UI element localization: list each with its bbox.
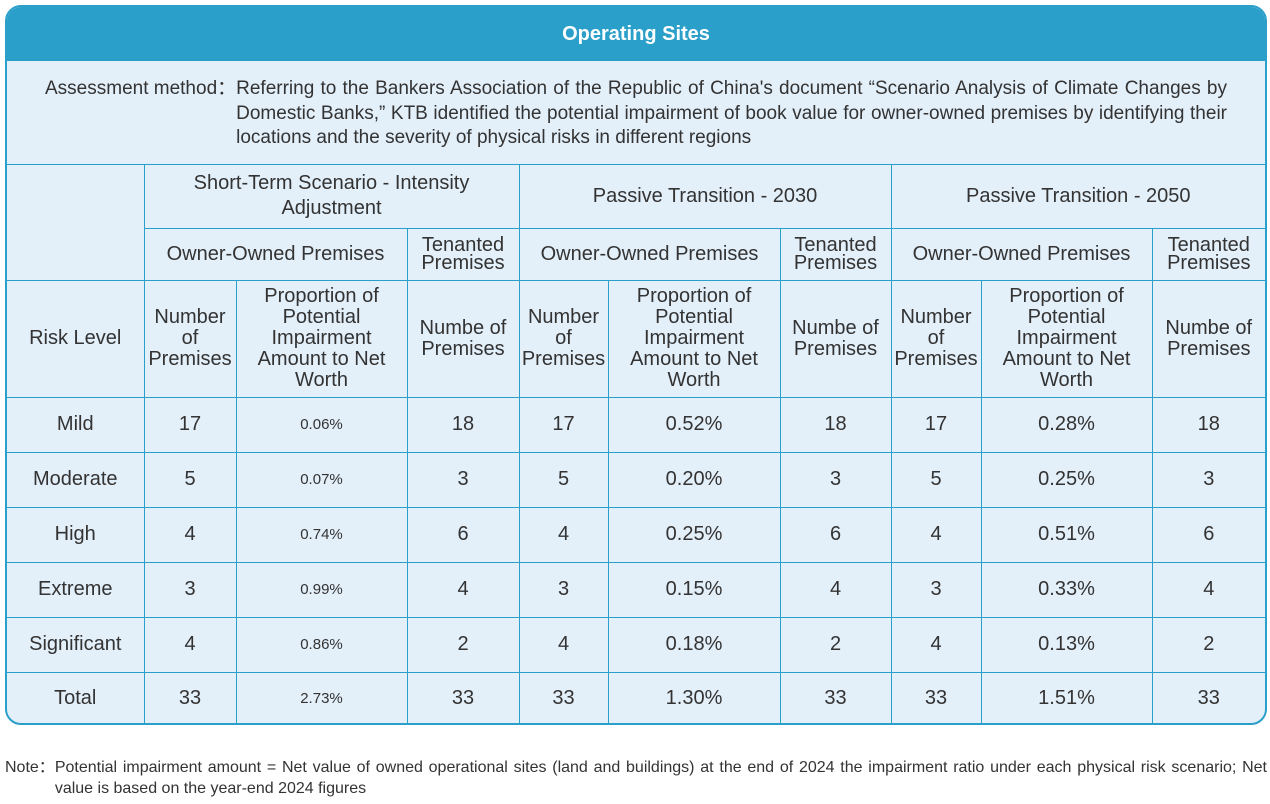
- value-cell: 6: [779, 506, 892, 563]
- value-cell: 18: [779, 396, 892, 453]
- value-cell: 4: [890, 616, 982, 673]
- value-cell: 2: [406, 616, 520, 673]
- operating-sites-panel: Operating Sites Assessment method： Refer…: [5, 5, 1267, 725]
- value-cell: 0.20%: [607, 451, 781, 508]
- impairment-table: Short-Term Scenario - Intensity Adjustme…: [7, 165, 1265, 723]
- numbe-header: Numbe of Premises: [406, 279, 520, 398]
- value-cell: 4: [1151, 561, 1265, 618]
- numbe-header: Numbe of Premises: [1151, 279, 1265, 398]
- value-cell: 33: [143, 671, 237, 723]
- value-cell: 17: [890, 396, 982, 453]
- value-cell: 0.06%: [235, 396, 408, 453]
- value-cell: 0.33%: [980, 561, 1153, 618]
- risk-level-cell: Mild: [7, 396, 145, 453]
- value-cell: 4: [406, 561, 520, 618]
- value-cell: 4: [143, 616, 237, 673]
- tenanted-header: Tenanted Premises: [1151, 227, 1265, 281]
- table-row: Total 33 2.73% 33 33 1.30% 33 33 1.51% 33: [7, 671, 1265, 723]
- value-cell: 0.51%: [980, 506, 1153, 563]
- value-cell: 0.13%: [980, 616, 1153, 673]
- value-cell: 3: [1151, 451, 1265, 508]
- value-cell: 17: [143, 396, 237, 453]
- scenario-header-2030: Passive Transition - 2030: [518, 165, 892, 229]
- value-cell: 3: [518, 561, 609, 618]
- value-cell: 1.30%: [607, 671, 781, 723]
- table-row: Extreme 3 0.99% 4 3 0.15% 4 3 0.33% 4: [7, 561, 1265, 618]
- value-cell: 0.28%: [980, 396, 1153, 453]
- risk-level-cell: Total: [7, 671, 145, 723]
- risk-level-cell: Extreme: [7, 561, 145, 618]
- value-cell: 33: [1151, 671, 1265, 723]
- owner-owned-header: Owner-Owned Premises: [144, 227, 408, 281]
- value-cell: 5: [143, 451, 237, 508]
- value-cell: 3: [890, 561, 982, 618]
- value-cell: 2: [779, 616, 892, 673]
- risk-level-header: Risk Level: [7, 279, 145, 398]
- value-cell: 33: [406, 671, 520, 723]
- value-cell: 0.74%: [235, 506, 408, 563]
- proportion-header: Proportion of Potential Impairment Amoun…: [980, 279, 1153, 398]
- value-cell: 3: [779, 451, 892, 508]
- corner-cell: [7, 165, 145, 281]
- value-cell: 2: [1151, 616, 1265, 673]
- owner-owned-header: Owner-Owned Premises: [890, 227, 1153, 281]
- value-cell: 5: [890, 451, 982, 508]
- panel-title: Operating Sites: [7, 7, 1265, 61]
- value-cell: 0.86%: [235, 616, 408, 673]
- value-cell: 0.99%: [235, 561, 408, 618]
- number-header: Number of Premises: [143, 279, 237, 398]
- assessment-method-label: Assessment method：: [45, 78, 237, 99]
- tenanted-header: Tenanted Premises: [406, 227, 520, 281]
- value-cell: 4: [518, 616, 609, 673]
- table-row: Mild 17 0.06% 18 17 0.52% 18 17 0.28% 18: [7, 396, 1265, 453]
- value-cell: 4: [518, 506, 609, 563]
- value-cell: 18: [1151, 396, 1265, 453]
- footnote-text: Potential impairment amount = Net value …: [54, 759, 1267, 797]
- number-header: Number of Premises: [890, 279, 982, 398]
- value-cell: 0.52%: [607, 396, 781, 453]
- value-cell: 4: [890, 506, 982, 563]
- value-cell: 1.51%: [980, 671, 1153, 723]
- scenario-header-2050: Passive Transition - 2050: [890, 165, 1265, 229]
- value-cell: 5: [518, 451, 609, 508]
- risk-level-cell: Moderate: [7, 451, 145, 508]
- numbe-header: Numbe of Premises: [779, 279, 892, 398]
- value-cell: 3: [143, 561, 237, 618]
- number-header: Number of Premises: [518, 279, 609, 398]
- proportion-header: Proportion of Potential Impairment Amoun…: [235, 279, 408, 398]
- risk-level-cell: High: [7, 506, 145, 563]
- value-cell: 0.18%: [607, 616, 781, 673]
- value-cell: 33: [518, 671, 609, 723]
- value-cell: 0.15%: [607, 561, 781, 618]
- value-cell: 4: [779, 561, 892, 618]
- value-cell: 0.07%: [235, 451, 408, 508]
- value-cell: 33: [890, 671, 982, 723]
- assessment-method: Assessment method： Referring to the Bank…: [7, 61, 1265, 165]
- value-cell: 2.73%: [235, 671, 408, 723]
- tenanted-header: Tenanted Premises: [779, 227, 892, 281]
- value-cell: 18: [406, 396, 520, 453]
- footnote: Note： Potential impairment amount = Net …: [5, 757, 1267, 799]
- risk-level-cell: Significant: [7, 616, 145, 673]
- scenario-header-short-term: Short-Term Scenario - Intensity Adjustme…: [143, 165, 520, 229]
- table-row: Significant 4 0.86% 2 4 0.18% 2 4 0.13% 2: [7, 616, 1265, 673]
- value-cell: 0.25%: [980, 451, 1153, 508]
- owner-owned-header: Owner-Owned Premises: [518, 227, 781, 281]
- value-cell: 6: [1151, 506, 1265, 563]
- proportion-header: Proportion of Potential Impairment Amoun…: [607, 279, 781, 398]
- footnote-label: Note：: [5, 759, 55, 776]
- value-cell: 4: [143, 506, 237, 563]
- assessment-method-text: Referring to the Bankers Association of …: [236, 78, 1227, 148]
- value-cell: 3: [406, 451, 520, 508]
- value-cell: 17: [518, 396, 609, 453]
- value-cell: 33: [779, 671, 892, 723]
- value-cell: 0.25%: [607, 506, 781, 563]
- table-row: Moderate 5 0.07% 3 5 0.20% 3 5 0.25% 3: [7, 451, 1265, 508]
- table-row: High 4 0.74% 6 4 0.25% 6 4 0.51% 6: [7, 506, 1265, 563]
- value-cell: 6: [406, 506, 520, 563]
